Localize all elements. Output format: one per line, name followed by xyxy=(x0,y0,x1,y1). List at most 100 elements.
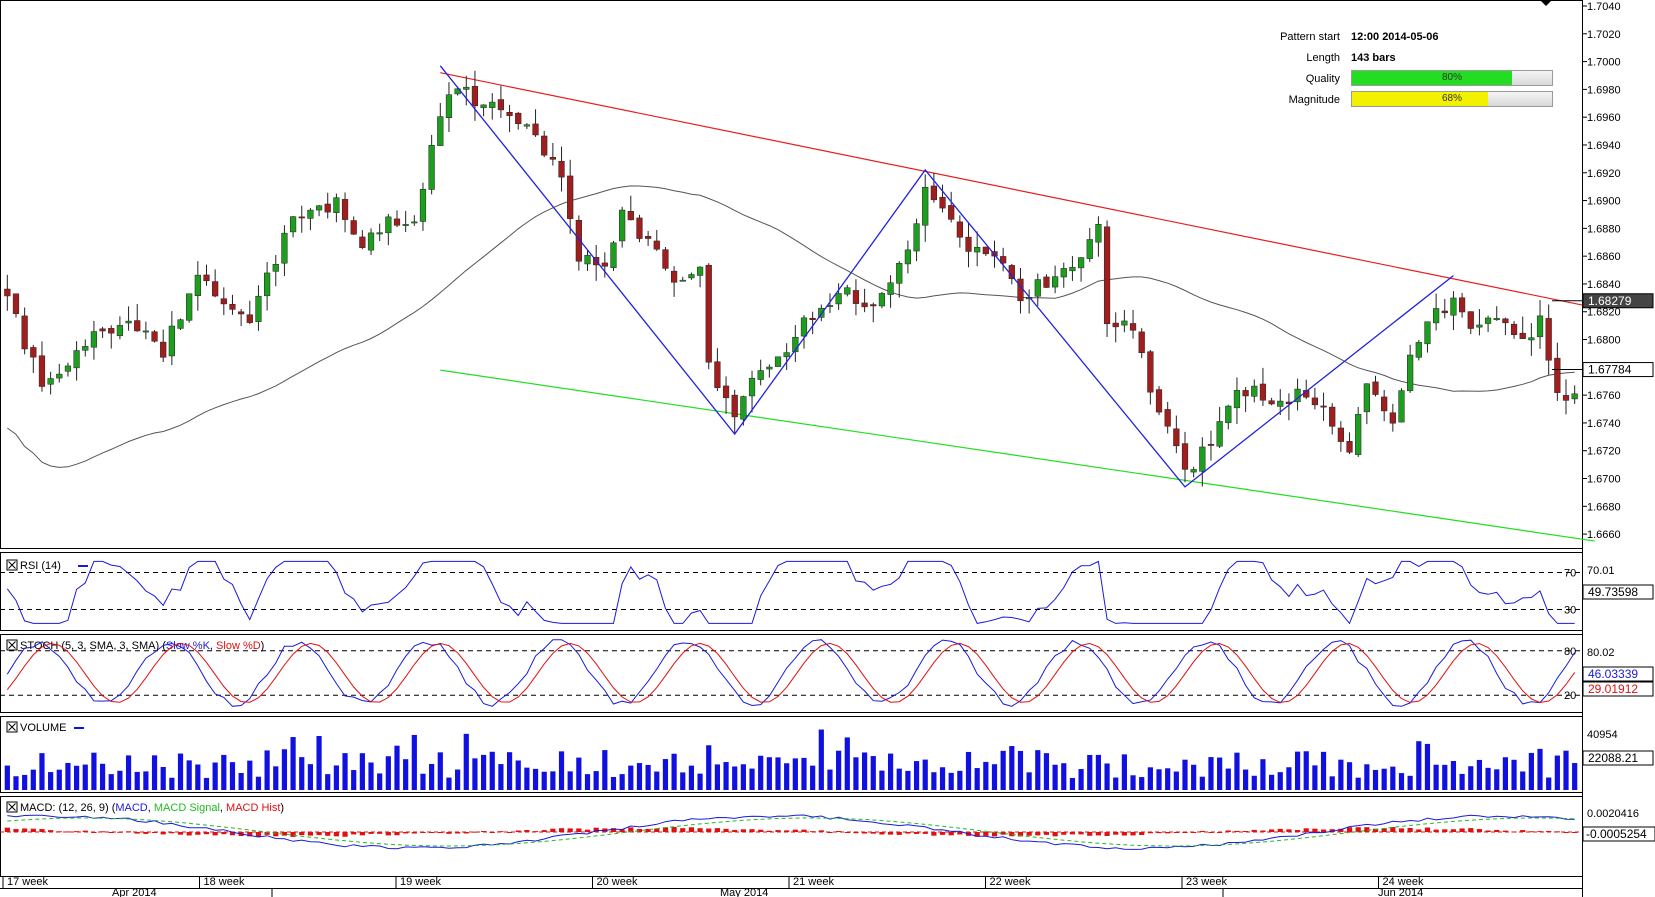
volume-bar xyxy=(515,760,521,790)
macd-hist-bar xyxy=(827,832,833,833)
volume-bar xyxy=(56,769,62,790)
volume-bar xyxy=(853,757,859,790)
candle-down xyxy=(714,361,721,388)
price-tick-label: 1.6660 xyxy=(1587,529,1621,541)
macd-hist-bar xyxy=(368,832,374,834)
macd-hist-bar xyxy=(506,831,513,833)
macd-hist-bar xyxy=(1476,829,1483,832)
volume-bar xyxy=(1095,754,1102,790)
magnitude-bar-value: 68% xyxy=(1441,93,1462,104)
candle-up xyxy=(255,295,262,322)
macd-hist-bar xyxy=(1217,832,1223,833)
volume-bar xyxy=(1312,765,1318,790)
macd-hist-bar xyxy=(784,830,790,832)
macd-hist-bar xyxy=(125,831,132,833)
candle-down xyxy=(1337,427,1344,442)
macd-hist-bar xyxy=(853,832,859,834)
macd-hist-bar xyxy=(325,832,331,836)
macd-hist-bar xyxy=(1572,832,1578,833)
stoch-k-box xyxy=(1582,666,1654,682)
candle-up xyxy=(1052,276,1059,288)
candle-up xyxy=(489,101,496,108)
volume-bar xyxy=(610,776,617,790)
macd-hist-bar xyxy=(351,832,357,835)
macd-hist-bar xyxy=(333,832,339,837)
macd-hist-bar xyxy=(1442,829,1448,832)
volume-bar xyxy=(1528,752,1534,790)
volume-bar xyxy=(186,760,192,790)
volume-bar xyxy=(818,729,824,790)
macd-hist-bar xyxy=(446,832,452,834)
volume-bar xyxy=(4,765,10,790)
macd-hist-bar xyxy=(108,832,114,833)
volume-bar xyxy=(1338,759,1344,790)
volume-bar xyxy=(948,772,954,790)
macd-hist-bar xyxy=(169,832,175,834)
volume-bar xyxy=(1139,777,1145,790)
macd-hist-bar xyxy=(489,832,495,833)
candle-up xyxy=(1363,383,1370,413)
candle-up xyxy=(1277,400,1284,407)
volume-bar xyxy=(844,737,850,790)
candle-up xyxy=(385,216,392,234)
macd-hist-bar xyxy=(870,832,876,834)
volume-bar xyxy=(1563,750,1569,790)
volume-bar xyxy=(1208,757,1214,790)
candle-up xyxy=(1424,321,1431,345)
candle-up xyxy=(896,263,903,284)
macd-hist-bar xyxy=(1546,830,1552,832)
macd-hist-bar xyxy=(273,832,279,837)
macd-hist-bar xyxy=(1346,827,1353,832)
macd-hist-bar xyxy=(974,832,980,837)
macd-hist-bar xyxy=(377,832,383,834)
macd-hist-bar xyxy=(1156,832,1162,834)
rsi-title: RSI (14) xyxy=(20,560,61,572)
macd-hist-bar xyxy=(1000,832,1006,835)
volume-bar xyxy=(238,772,244,790)
volume-bar xyxy=(913,761,920,790)
volume-bar xyxy=(455,769,461,790)
volume-bar xyxy=(576,757,582,790)
candle-down xyxy=(1346,441,1353,453)
volume-bar xyxy=(1346,762,1353,790)
scroll-arrow-icon[interactable] xyxy=(1540,0,1552,6)
candle-down xyxy=(1467,311,1474,329)
pattern-start-label: Pattern start xyxy=(1280,31,1340,43)
candle-down xyxy=(567,175,574,219)
macd-hist-bar xyxy=(151,832,158,833)
price-tick-label: 1.6800 xyxy=(1587,335,1621,347)
volume-bar xyxy=(368,762,374,790)
volume-bar xyxy=(1017,750,1024,790)
macd-hist-bar xyxy=(195,832,201,835)
macd-hist-bar xyxy=(1121,832,1127,836)
volume-bar xyxy=(1364,764,1370,790)
macd-hist-bar xyxy=(1312,828,1318,832)
macd-hist-bar xyxy=(437,832,443,834)
candle-down xyxy=(1381,396,1388,412)
volume-bar xyxy=(1442,764,1448,790)
rsi-scale-label: 70.01 xyxy=(1587,565,1615,577)
volume-bar xyxy=(1390,766,1396,790)
candle-down xyxy=(359,236,366,248)
volume-bar xyxy=(723,762,729,790)
stoch-title-comma: , xyxy=(210,640,216,652)
macd-title-comma-1: , xyxy=(148,802,154,814)
candle-down xyxy=(731,394,738,418)
volume-bar xyxy=(1113,777,1119,790)
macd-hist-bar xyxy=(1208,832,1214,833)
macd-panel: MACD: (12, 26, 9) (MACD, MACD Signal, MA… xyxy=(6,801,284,814)
volume-bar xyxy=(498,764,504,790)
volume-bar xyxy=(134,771,140,790)
volume-bar xyxy=(974,768,980,790)
volume-bar xyxy=(706,745,712,790)
candle-up xyxy=(1528,337,1535,341)
volume-bar xyxy=(203,777,210,790)
candle-up xyxy=(168,325,175,357)
volume-bar xyxy=(636,763,643,790)
macd-hist-bar xyxy=(1424,827,1431,832)
candle-down xyxy=(341,199,349,220)
volume-bar xyxy=(1494,769,1500,790)
stoch-k-path xyxy=(6,639,1576,707)
macd-hist-bar xyxy=(48,830,54,832)
